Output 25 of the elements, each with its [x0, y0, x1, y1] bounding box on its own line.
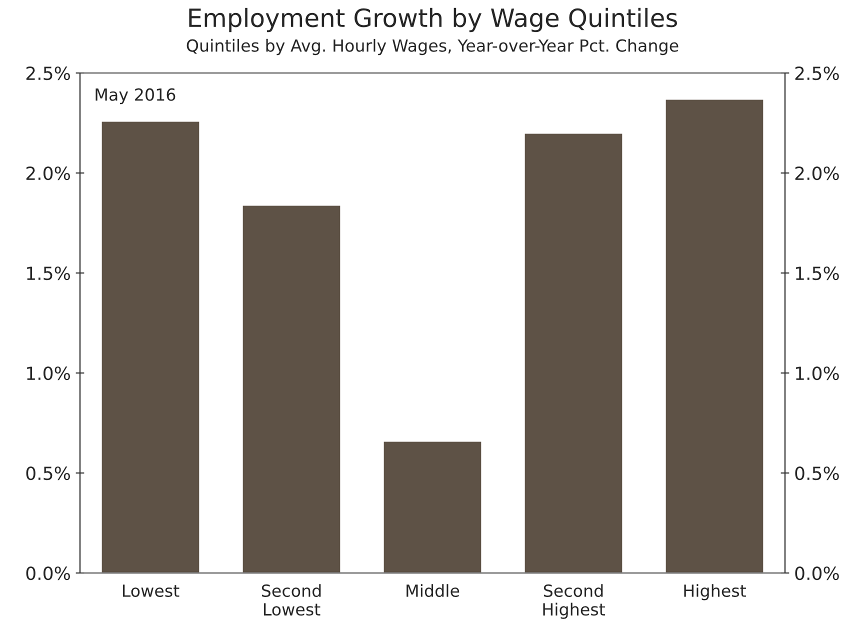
bar [382, 440, 483, 573]
y2-tick-label: 0.0% [795, 566, 839, 580]
x-tick-label: Highest [684, 584, 746, 600]
chart-subtitle: Quintiles by Avg. Hourly Wages, Year-over-Year Pct. Change [186, 38, 678, 56]
x-tick-label: Middle [406, 584, 460, 598]
chart-title: Employment Growth by Wage Quintiles [189, 8, 678, 32]
y-tick-label: 0.5% [26, 466, 70, 480]
annotation: May 2016 [96, 88, 176, 104]
bar [100, 120, 201, 573]
x-tick-label: Second Lowest [262, 584, 321, 616]
bar [664, 98, 765, 573]
y2-tick-label: 2.5% [795, 66, 839, 80]
bar [241, 204, 342, 573]
y-tick-label: 2.0% [26, 166, 70, 180]
x-tick-label: Second Highest [543, 584, 605, 619]
y2-tick-label: 1.5% [796, 266, 839, 280]
y-tick-label: 2.5% [26, 66, 70, 80]
y-tick-label: 1.0% [27, 366, 70, 380]
y-tick-label: 0.0% [26, 566, 70, 580]
x-tick-label: Lowest [122, 584, 180, 598]
y2-tick-label: 0.5% [795, 466, 839, 480]
bar [523, 132, 624, 573]
y2-tick-label: 2.0% [795, 166, 839, 180]
y-tick-label: 1.5% [27, 266, 70, 280]
y2-tick-label: 1.0% [796, 366, 839, 380]
